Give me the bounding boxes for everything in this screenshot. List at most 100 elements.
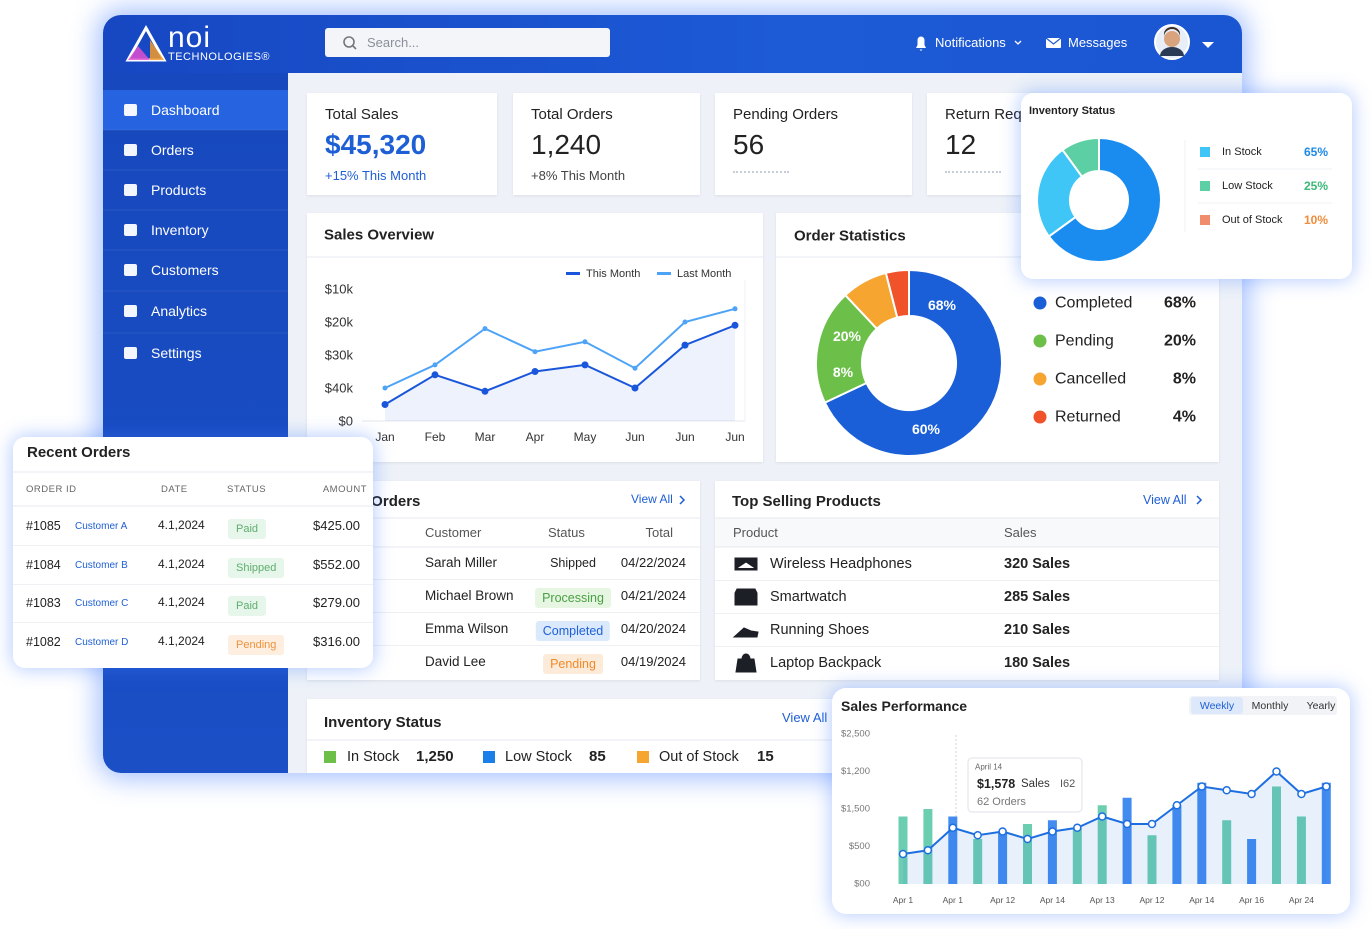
table-lines [13, 471, 373, 623]
stat-title: Total Sales [325, 106, 399, 124]
point [1322, 782, 1331, 791]
sidebar-item[interactable]: Inventory [151, 221, 209, 238]
sidebar-icon [124, 224, 137, 236]
donut-slice [1047, 136, 1162, 263]
order-date: 4.1,2024 [158, 595, 205, 610]
sidebar-item[interactable]: Analytics [151, 302, 208, 319]
status-badge: Paid [228, 518, 267, 540]
order-date: 04/20/2024 [620, 620, 686, 636]
legend-value: 25% [1304, 179, 1328, 193]
search-icon [343, 36, 357, 50]
point [582, 339, 588, 345]
x-tick-label: Apr 16 [1239, 895, 1264, 905]
bar [1097, 805, 1107, 884]
legend-swatch [657, 272, 671, 275]
sidebar-icon [124, 104, 137, 116]
column-header: ORDER ID [26, 483, 77, 495]
stat-title: Pending Orders [733, 106, 839, 124]
sales-overview-chart: Sales Overview $0 $40k $30k $20k $10k Jan Feb Ma… [307, 227, 763, 444]
x-tick-label: May [574, 430, 597, 444]
sidebar-item[interactable]: Settings [151, 344, 202, 361]
slice-annotation: 68% [928, 297, 957, 313]
sales-performance-popup: Sales Performance Weekly Monthly Yearly $00 $… [832, 688, 1350, 914]
logo-text: noi [168, 20, 212, 54]
order-id: #1083 [26, 595, 61, 610]
notifications-button[interactable]: Notifications [935, 34, 1006, 50]
x-tick-label: Jun [725, 430, 744, 444]
sidebar-item[interactable]: Orders [151, 141, 194, 158]
product-icon [734, 557, 758, 571]
status-value: 85 [589, 748, 606, 766]
order-statistics-chart: Order Statistics 68% 20% 8% 60% Completed 68% P… [776, 228, 1219, 457]
legend-swatch [566, 272, 580, 275]
legend-value: 65% [1304, 145, 1328, 159]
sidebar-item[interactable]: Customers [151, 261, 219, 278]
legend-label: Cancelled [1055, 371, 1126, 388]
point [482, 326, 488, 332]
legend-dot [1033, 334, 1047, 348]
search-box[interactable]: Search... [325, 28, 610, 57]
donut-slice [884, 268, 910, 319]
avatar-face [1164, 31, 1180, 47]
bar [1296, 816, 1306, 884]
status-label: Low Stock [505, 748, 572, 765]
tab[interactable]: Monthly [1252, 700, 1290, 712]
legend-swatch [1200, 147, 1210, 157]
caret [1202, 42, 1214, 48]
tooltip-box [967, 757, 1083, 813]
point [1297, 789, 1306, 799]
sidebar-icon [124, 305, 137, 317]
point [973, 831, 982, 840]
status-label: Out of Stock [659, 748, 739, 765]
stat-card: Pending Orders 56 [715, 93, 912, 195]
legend-value: 68% [1164, 295, 1196, 312]
sidebar-icon [124, 347, 137, 359]
sidebar-icon [124, 264, 137, 276]
y-tick-label: $10k [325, 282, 354, 297]
chevron [1196, 495, 1203, 505]
product-icon [732, 627, 759, 638]
bar [1122, 797, 1132, 884]
legend-swatch [1200, 215, 1210, 225]
legend-value: 8% [1173, 371, 1196, 388]
point [1122, 819, 1132, 829]
sidebar-item[interactable]: Products [151, 181, 207, 198]
tab[interactable]: Weekly [1200, 700, 1235, 712]
order-amount: $279.00 [313, 594, 360, 610]
point [898, 849, 908, 859]
bar [1247, 839, 1257, 884]
chart-title: Sales Performance [841, 698, 967, 714]
x-tick-label: Apr 14 [1189, 895, 1214, 905]
sidebar-item[interactable]: Dashboard [151, 101, 220, 118]
sidebar-icon [124, 144, 137, 156]
line-area [903, 771, 1327, 884]
point [632, 365, 638, 371]
y-tick-label: $20k [325, 315, 354, 330]
customer-name: Sarah Miller [425, 555, 498, 571]
stat-value: $45,320 [325, 128, 427, 160]
logo-subtitle: TECHNOLOGIES® [168, 50, 271, 63]
view-all-link[interactable]: View All [782, 709, 828, 725]
order-amount: $316.00 [313, 633, 360, 649]
bar [1222, 820, 1232, 884]
point [1222, 786, 1231, 795]
bar [1172, 805, 1182, 884]
view-all-link[interactable]: View All [1143, 492, 1187, 507]
active-tab [1191, 697, 1243, 714]
point [1097, 812, 1107, 821]
sidebar: Dashboard Orders Products Inventory Customer… [103, 73, 288, 773]
status-swatch [483, 751, 495, 763]
order-id: #1085 [26, 518, 61, 533]
x-tick-label: Apr [526, 430, 545, 444]
point [731, 321, 739, 329]
point [381, 401, 389, 408]
view-all-link[interactable]: View All [631, 492, 673, 507]
messages-button[interactable]: Messages [1068, 34, 1128, 50]
tab[interactable]: Yearly [1307, 700, 1337, 712]
product-sales: 320 Sales [1004, 555, 1071, 572]
point [382, 385, 388, 391]
status-badge: Completed [535, 620, 611, 642]
order-date: 04/22/2024 [620, 554, 686, 570]
status-label: In Stock [347, 748, 400, 765]
stat-card: Total Orders 1,240 +8% This Month [513, 93, 700, 195]
